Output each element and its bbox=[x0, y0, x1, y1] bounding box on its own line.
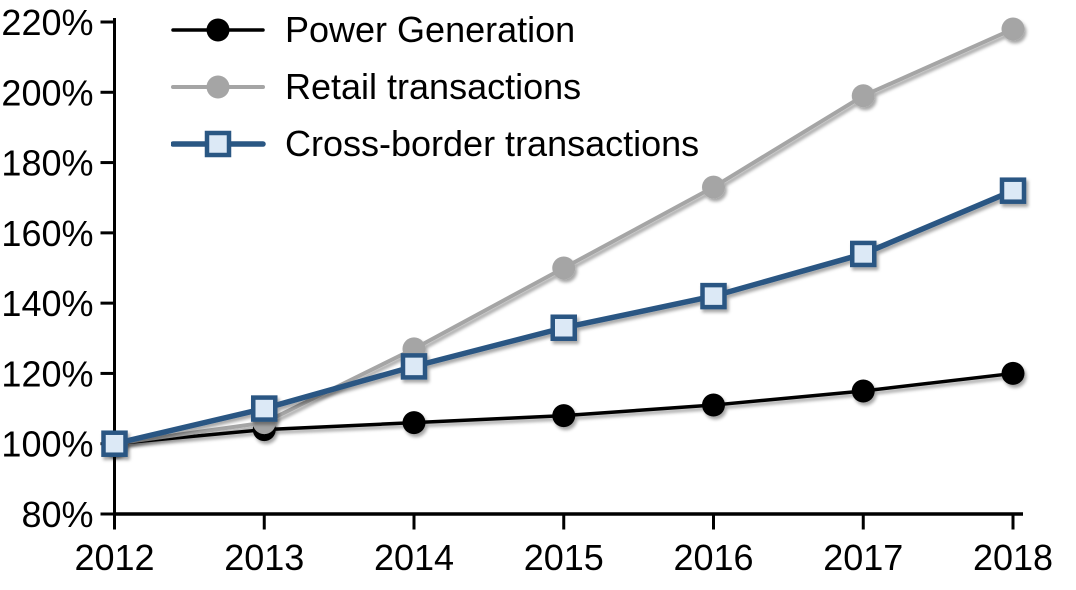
data-point-power-generation bbox=[851, 379, 875, 403]
x-tick-label: 2015 bbox=[524, 537, 604, 578]
legend-swatch-cross-border-transactions bbox=[171, 130, 266, 158]
x-tick-label: 2017 bbox=[823, 537, 903, 578]
legend-label-power-generation: Power Generation bbox=[285, 9, 576, 50]
y-tick-label: 140% bbox=[1, 283, 93, 324]
data-point-cross-border-transactions bbox=[850, 240, 877, 268]
data-point-power-generation bbox=[702, 393, 725, 417]
legend-label-retail-transactions: Retail transactions bbox=[285, 66, 582, 107]
legend-swatch-power-generation bbox=[171, 18, 265, 42]
data-point-cross-border-transactions bbox=[999, 177, 1027, 204]
series-power-generation bbox=[103, 361, 1025, 456]
y-tick-label: 120% bbox=[1, 353, 93, 394]
y-tick-label: 200% bbox=[1, 72, 93, 113]
data-point-power-generation bbox=[1001, 361, 1025, 385]
y-tick-label: 220% bbox=[1, 2, 93, 43]
data-point-retail-transactions bbox=[702, 175, 725, 199]
data-point-cross-border-transactions bbox=[251, 395, 278, 422]
x-tick-label: 2018 bbox=[973, 537, 1053, 578]
legend-item-power-generation: Power Generation bbox=[171, 12, 699, 48]
data-point-cross-border-transactions bbox=[700, 282, 727, 310]
legend-label-cross-border-transactions: Cross-border transactions bbox=[285, 123, 700, 164]
data-point-retail-transactions bbox=[1001, 17, 1025, 41]
data-point-cross-border-transactions bbox=[400, 353, 428, 380]
data-point-power-generation bbox=[402, 411, 426, 435]
y-tick-label: 180% bbox=[1, 143, 93, 184]
legend-item-retail-transactions: Retail transactions bbox=[171, 69, 699, 105]
y-tick-label: 80% bbox=[21, 494, 93, 535]
legend-marker-sample bbox=[206, 18, 230, 42]
legend-marker-sample bbox=[204, 130, 232, 158]
x-tick-label: 2016 bbox=[673, 537, 753, 578]
legend-item-cross-border-transactions: Cross-border transactions bbox=[171, 126, 699, 162]
series-cross-border-transactions bbox=[101, 177, 1027, 457]
data-point-retail-transactions bbox=[552, 256, 576, 280]
legend-swatch-retail-transactions bbox=[171, 75, 265, 99]
data-point-power-generation bbox=[552, 404, 576, 428]
x-tick-label: 2012 bbox=[74, 537, 154, 578]
data-point-cross-border-transactions bbox=[550, 314, 577, 341]
legend: Power Generation Retail transactions Cro… bbox=[171, 12, 699, 162]
x-tick-label: 2014 bbox=[374, 537, 454, 578]
y-tick-label: 160% bbox=[1, 213, 93, 254]
y-tick-label: 100% bbox=[1, 424, 93, 465]
legend-marker-sample bbox=[206, 75, 230, 99]
data-point-cross-border-transactions bbox=[101, 430, 128, 457]
data-point-retail-transactions bbox=[851, 84, 875, 108]
x-tick-label: 2013 bbox=[224, 537, 304, 578]
